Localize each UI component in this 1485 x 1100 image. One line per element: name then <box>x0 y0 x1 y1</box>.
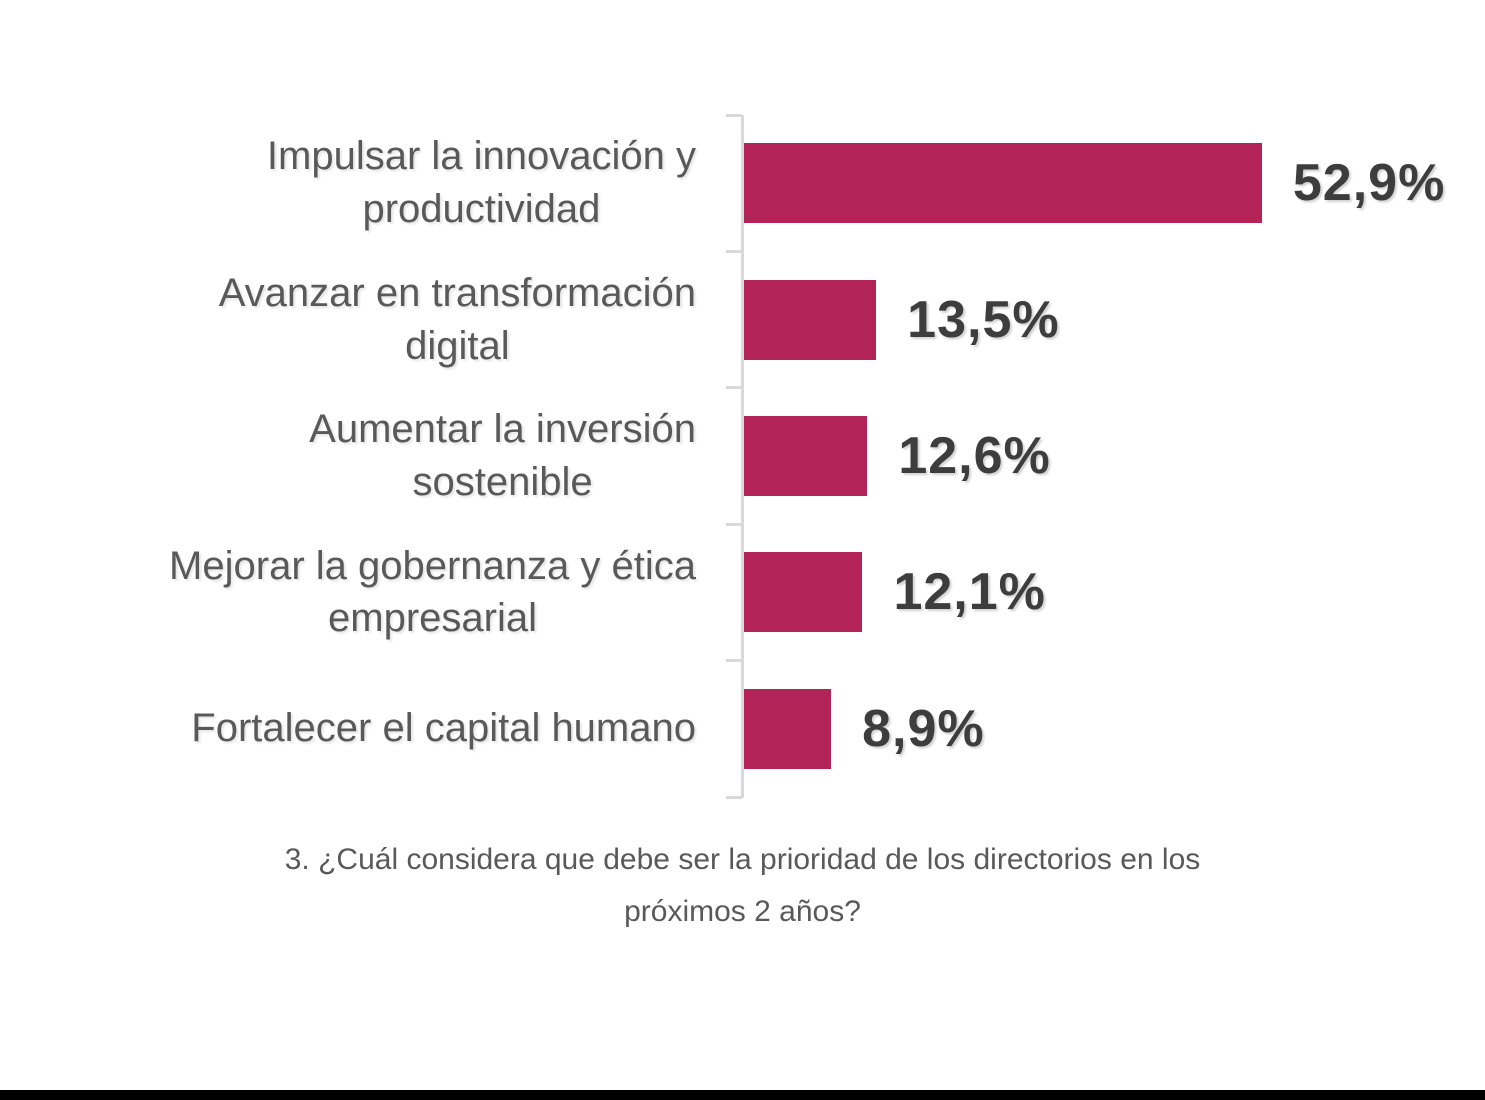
category-label-cell: Mejorar la gobernanza y ética empresaria… <box>0 540 696 646</box>
category-label: Fortalecer el capital humano <box>191 706 696 751</box>
value-label: 8,9% <box>862 699 985 758</box>
axis-tick <box>726 386 742 390</box>
chart-row: Fortalecer el capital humano 8,9% <box>0 661 1485 797</box>
value-label: 12,6% <box>898 426 1051 485</box>
category-label: Impulsar la innovación y productividad <box>266 134 696 232</box>
bar-area: 52,9% <box>744 115 1445 251</box>
axis-tick <box>726 522 742 526</box>
value-label: 13,5% <box>907 290 1060 349</box>
chart-row: Avanzar en transformación digital 13,5% <box>0 251 1485 387</box>
bar-area: 12,6% <box>744 388 1051 524</box>
axis-tick <box>726 113 742 117</box>
chart-row: Aumentar la inversión sostenible 12,6% <box>0 388 1485 524</box>
value-label: 52,9% <box>1292 154 1446 213</box>
y-axis-line <box>741 115 744 798</box>
bar-chart: Impulsar la innovación y productividad 52… <box>0 113 1485 799</box>
bottom-border-bar <box>0 1090 1485 1100</box>
bar-area: 8,9% <box>744 661 985 797</box>
category-label-cell: Fortalecer el capital humano <box>0 702 696 755</box>
bar <box>744 415 868 496</box>
chart-caption: 3. ¿Cuál considera que debe ser la prior… <box>284 843 1201 928</box>
value-label: 12,1% <box>893 563 1046 622</box>
bar <box>744 552 863 633</box>
bar <box>744 143 1262 224</box>
category-label-cell: Avanzar en transformación digital <box>0 267 696 373</box>
chart-row: Impulsar la innovación y productividad 52… <box>0 115 1485 251</box>
bar-area: 13,5% <box>744 251 1060 387</box>
chart-row: Mejorar la gobernanza y ética empresaria… <box>0 524 1485 660</box>
axis-tick <box>726 795 742 799</box>
axis-tick <box>726 659 742 663</box>
category-label: Avanzar en transformación digital <box>218 270 696 368</box>
axis-tick <box>726 249 742 253</box>
bar <box>744 688 832 769</box>
bar-area: 12,1% <box>744 524 1046 660</box>
category-label-cell: Aumentar la inversión sostenible <box>0 403 696 509</box>
bar <box>744 279 877 360</box>
category-label: Aumentar la inversión sostenible <box>309 407 696 504</box>
category-label: Mejorar la gobernanza y ética empresaria… <box>169 543 696 641</box>
chart-rows: Impulsar la innovación y productividad 52… <box>0 115 1485 797</box>
slide: Impulsar la innovación y productividad 52… <box>0 113 1485 1100</box>
category-label-cell: Impulsar la innovación y productividad <box>0 130 696 236</box>
